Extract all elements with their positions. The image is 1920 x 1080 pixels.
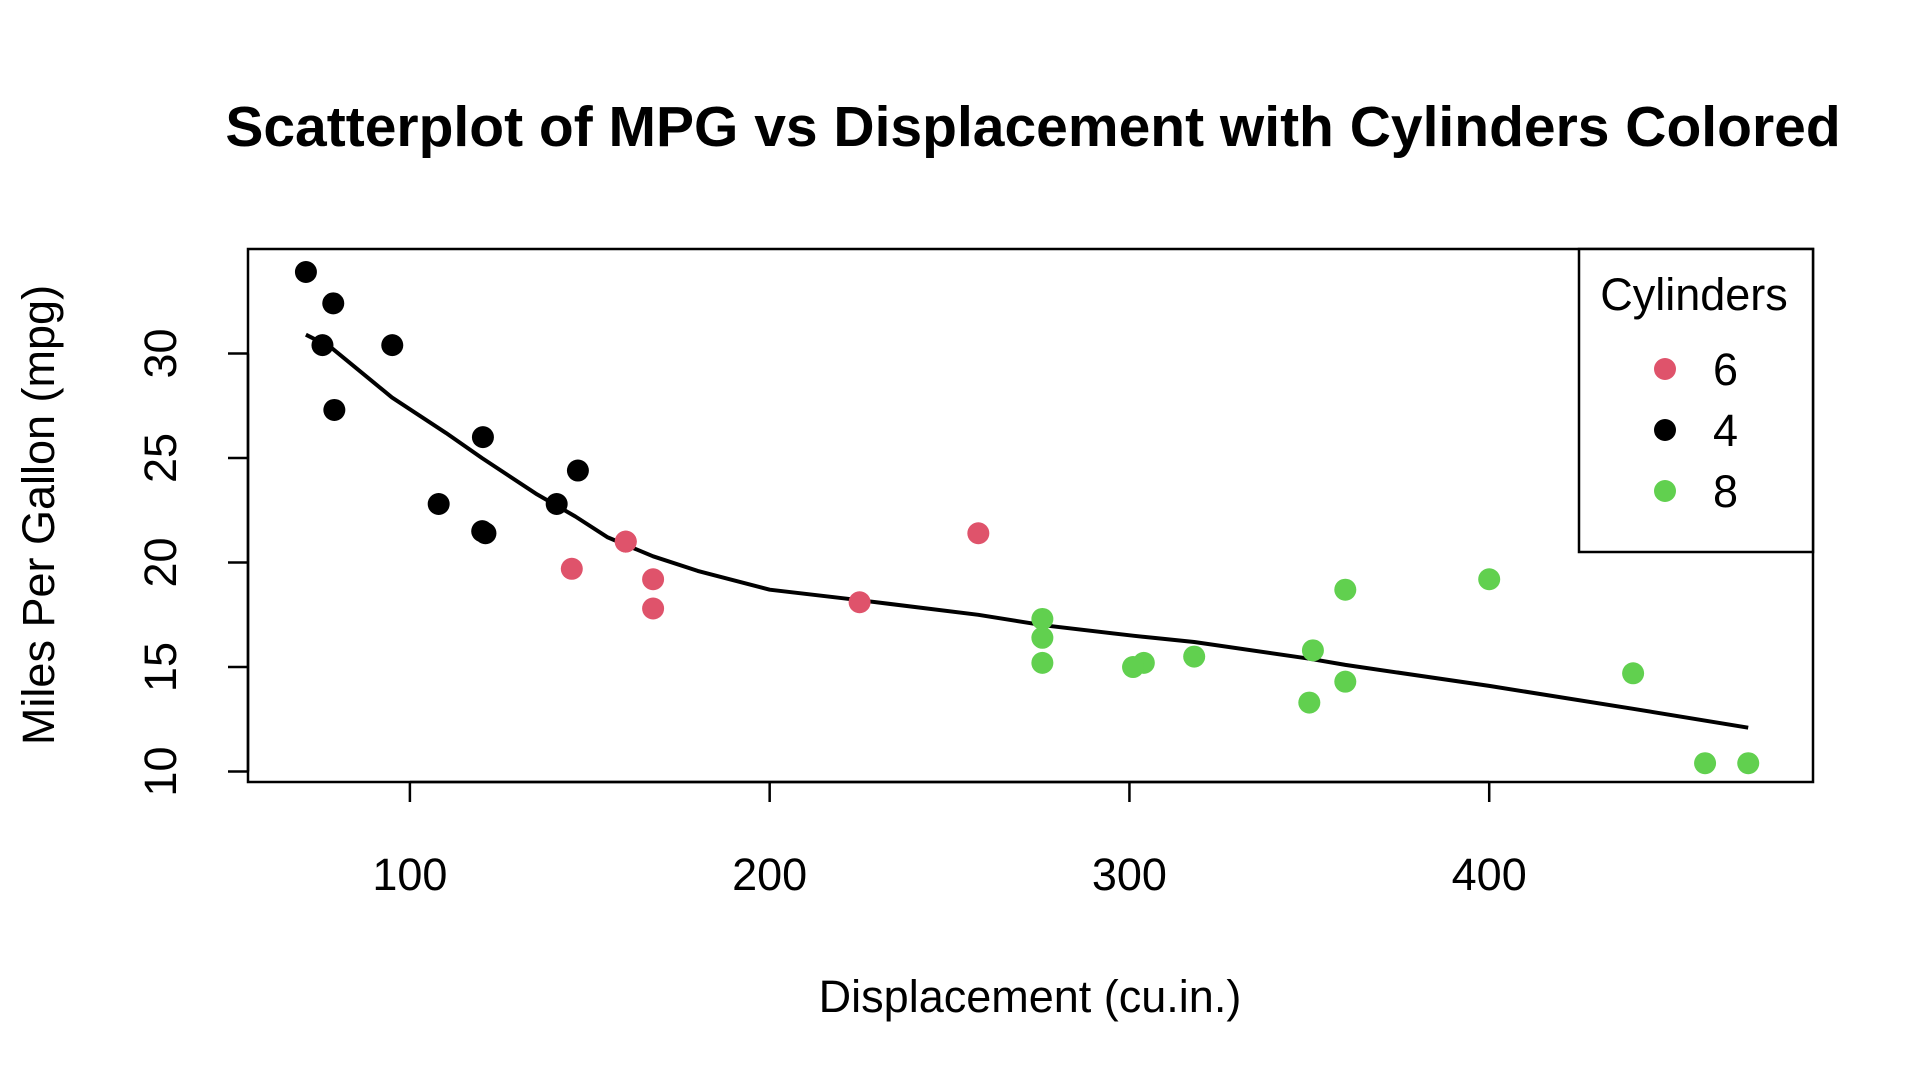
x-axis-label: Displacement (cu.in.): [819, 971, 1242, 1022]
trend-line-group: [304, 332, 1749, 730]
data-point-cyl-8: [1622, 662, 1645, 685]
data-point-cyl-8: [1737, 752, 1760, 775]
y-axis: 10 15 20 25 30: [135, 328, 250, 797]
data-point-cyl-6: [560, 557, 583, 580]
data-point-cyl-6: [642, 568, 665, 591]
data-point-cyl-4: [474, 522, 497, 545]
data-point-cyl-8: [1183, 645, 1206, 668]
legend-marker-8: [1654, 480, 1676, 502]
data-point-cyl-4: [381, 334, 404, 357]
y-tick-label: 20: [135, 537, 186, 587]
data-point-cyl-4: [566, 459, 589, 482]
data-point-cyl-6: [614, 530, 637, 553]
y-tick-label: 10: [135, 747, 186, 797]
data-point-cyl-8: [1301, 639, 1324, 662]
y-tick-label: 30: [135, 328, 186, 378]
legend-label-8: 8: [1713, 466, 1738, 517]
x-tick-label: 400: [1452, 849, 1527, 900]
data-points: [294, 260, 1760, 775]
data-point-cyl-4: [294, 260, 317, 283]
legend: Cylinders 6 4 8: [1577, 247, 1815, 554]
data-point-cyl-8: [1031, 651, 1054, 674]
data-point-cyl-6: [642, 597, 665, 620]
data-point-cyl-8: [1298, 691, 1321, 714]
data-point-cyl-4: [427, 493, 450, 516]
data-point-cyl-8: [1031, 607, 1054, 630]
data-point-cyl-6: [848, 591, 871, 614]
legend-marker-4: [1654, 419, 1676, 441]
data-point-cyl-8: [1031, 626, 1054, 649]
x-axis: 100 200 300 400: [372, 780, 1527, 900]
data-point-cyl-4: [471, 426, 494, 449]
legend-box: [1577, 247, 1815, 554]
data-point-cyl-8: [1694, 752, 1717, 775]
legend-marker-6: [1654, 358, 1676, 380]
chart-title: Scatterplot of MPG vs Displacement with …: [225, 95, 1840, 159]
data-point-cyl-8: [1334, 578, 1357, 601]
data-point-cyl-4: [322, 292, 345, 315]
legend-label-6: 6: [1713, 344, 1738, 395]
data-point-cyl-4: [311, 334, 334, 357]
y-axis-label: Miles Per Gallon (mpg): [13, 285, 64, 745]
data-point-cyl-8: [1122, 656, 1145, 679]
data-point-cyl-4: [323, 398, 346, 421]
data-point-cyl-8: [1334, 670, 1357, 693]
x-tick-label: 300: [1092, 849, 1167, 900]
legend-label-4: 4: [1713, 405, 1738, 456]
trend-line: [304, 332, 1749, 730]
legend-entries: 6 4 8: [1654, 344, 1738, 517]
legend-title: Cylinders: [1600, 269, 1788, 320]
x-tick-label: 200: [732, 849, 807, 900]
y-tick-label: 15: [135, 642, 186, 692]
x-tick-label: 100: [372, 849, 447, 900]
data-point-cyl-8: [1478, 568, 1501, 591]
data-point-cyl-6: [967, 522, 990, 545]
data-point-cyl-4: [545, 493, 568, 516]
y-tick-label: 25: [135, 433, 186, 483]
